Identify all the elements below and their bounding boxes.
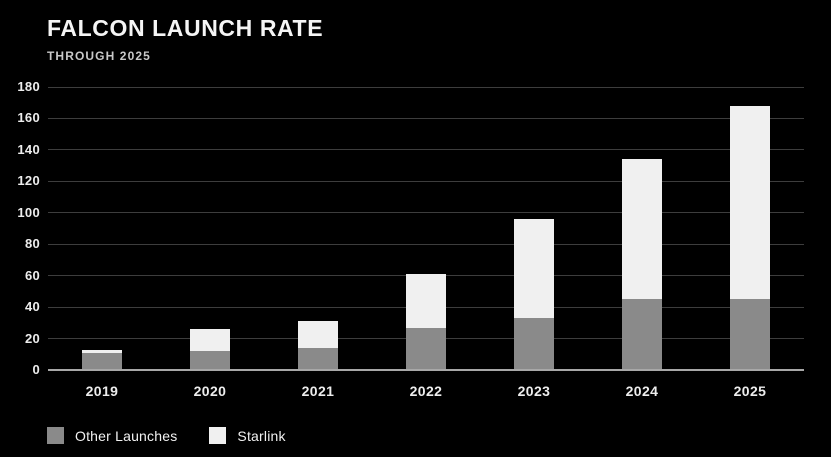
legend-swatch-starlink xyxy=(209,427,227,444)
x-axis-label-2021: 2021 xyxy=(301,383,335,399)
y-axis-label-140: 140 xyxy=(17,142,40,158)
y-axis-label-20: 20 xyxy=(24,330,40,346)
legend-label-starlink: Starlink xyxy=(237,427,286,444)
legend-label-other: Other Launches xyxy=(75,427,178,444)
bar-2024-other-segment xyxy=(622,299,662,370)
y-axis-label-160: 160 xyxy=(17,110,40,126)
bar-2023-other-segment xyxy=(514,318,554,370)
bar-2022-starlink-segment xyxy=(406,274,446,328)
bar-2020-starlink-segment xyxy=(190,329,230,352)
legend-item-other: Other Launches xyxy=(47,427,177,444)
bar-2025-starlink-segment xyxy=(730,105,770,300)
bar-2024-starlink-segment xyxy=(622,159,662,300)
x-axis-label-2022: 2022 xyxy=(409,383,443,399)
bar-2023-starlink-segment xyxy=(514,219,554,319)
bar-2019-starlink-segment xyxy=(82,349,122,353)
gridline-180 xyxy=(48,86,804,88)
bar-2021-starlink-segment xyxy=(298,321,338,348)
gridline-80 xyxy=(48,243,804,245)
x-axis-label-2020: 2020 xyxy=(193,383,227,399)
y-axis: 0 20 40 60 80 100 120 140 160 180 xyxy=(0,79,40,377)
x-axis-label-2025: 2025 xyxy=(733,383,767,399)
bar-2019-other-segment xyxy=(82,352,122,370)
bar-2020-other-segment xyxy=(190,351,230,370)
chart-title: FALCON LAUNCH RATE xyxy=(47,15,324,41)
chart-subtitle: THROUGH 2025 xyxy=(47,49,151,63)
gridline-140 xyxy=(48,149,804,151)
bar-2023 xyxy=(480,87,588,370)
y-axis-label-80: 80 xyxy=(24,236,40,252)
x-axis-label-2019: 2019 xyxy=(85,383,119,399)
bar-2022-other-segment xyxy=(406,327,446,370)
y-axis-label-120: 120 xyxy=(17,173,40,189)
bar-2019 xyxy=(48,87,156,370)
bar-2020 xyxy=(156,87,264,370)
bar-2021 xyxy=(264,87,372,370)
bar-2022 xyxy=(372,87,480,370)
bar-series xyxy=(48,87,804,370)
y-axis-label-40: 40 xyxy=(24,299,40,315)
x-axis-labels: 2019 2020 2021 2022 2023 2024 2025 xyxy=(48,383,804,399)
bar-2021-other-segment xyxy=(298,348,338,370)
y-axis-label-0: 0 xyxy=(32,362,40,378)
legend-item-starlink: Starlink xyxy=(209,427,286,444)
x-axis-line xyxy=(48,369,804,371)
legend: Other Launches Starlink xyxy=(47,427,286,444)
gridline-160 xyxy=(48,117,804,119)
bar-2025 xyxy=(696,87,804,370)
bar-2024 xyxy=(588,87,696,370)
bar-2025-other-segment xyxy=(730,299,770,370)
plot-area xyxy=(48,86,804,371)
x-axis-label-2024: 2024 xyxy=(625,383,659,399)
y-axis-label-60: 60 xyxy=(24,267,40,283)
chart-header: FALCON LAUNCH RATE THROUGH 2025 xyxy=(47,15,323,63)
legend-swatch-other xyxy=(47,427,64,444)
y-axis-label-100: 100 xyxy=(17,204,40,220)
x-axis-label-2023: 2023 xyxy=(517,383,551,399)
y-axis-label-180: 180 xyxy=(17,79,40,95)
gridline-120 xyxy=(48,180,804,182)
gridline-100 xyxy=(48,212,804,214)
